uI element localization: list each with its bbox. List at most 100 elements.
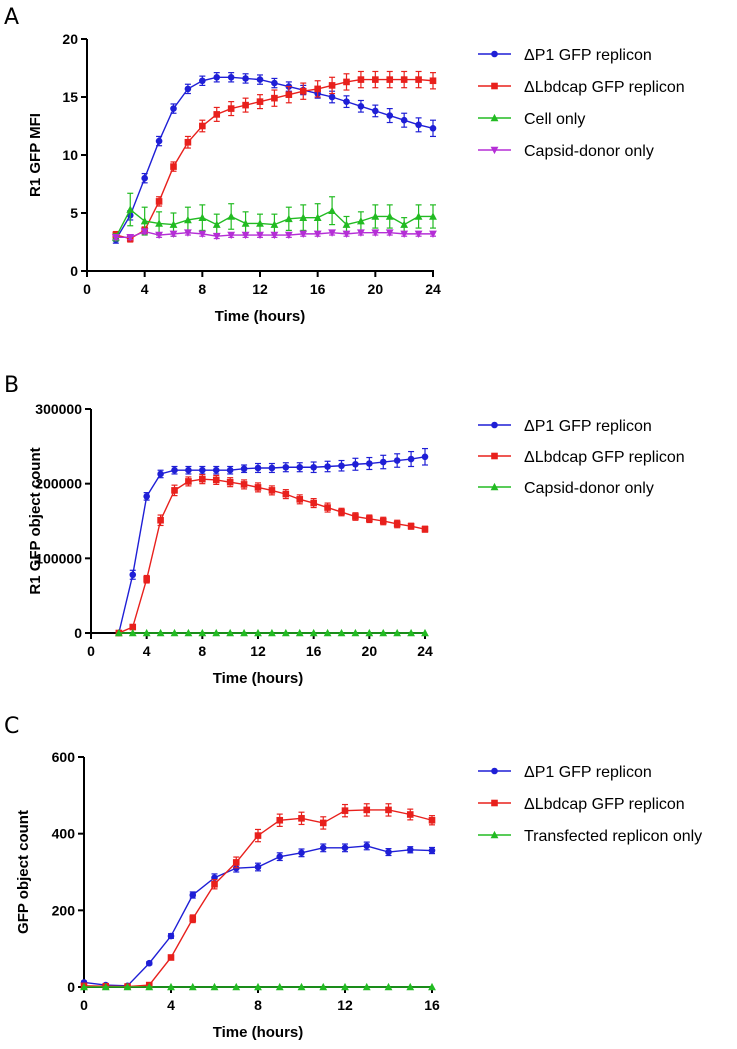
y-tick-label: 600 — [52, 749, 76, 765]
data-point — [323, 628, 332, 637]
panel-b-chart: B 0 100000 200000 300000 0 4 8 12 16 20 24 Time (hou… — [4, 373, 685, 687]
y-tick-label: 0 — [67, 979, 75, 995]
y-tick-label: 300000 — [35, 401, 82, 417]
data-point — [232, 982, 241, 991]
data-point — [145, 959, 153, 967]
data-point — [384, 982, 393, 991]
data-point — [343, 78, 350, 86]
data-point — [140, 228, 149, 236]
x-tick-label: 4 — [143, 643, 151, 659]
data-point — [256, 219, 264, 227]
panel-letter: A — [4, 5, 19, 30]
data-point — [111, 234, 120, 242]
data-point — [299, 213, 308, 221]
legend-entry: ΔP1 GFP replicon — [478, 764, 652, 781]
legend-label: Cell only — [524, 111, 585, 128]
data-point — [167, 954, 175, 961]
data-point — [366, 515, 373, 523]
data-point — [281, 628, 290, 637]
data-point — [169, 230, 178, 238]
x-tick-label: 4 — [141, 281, 149, 297]
data-point — [143, 575, 150, 583]
data-point — [126, 234, 135, 242]
data-point — [357, 102, 365, 110]
data-point — [210, 982, 219, 991]
panel-letter: B — [4, 373, 19, 398]
legend-marker — [491, 452, 498, 460]
data-point — [386, 76, 394, 83]
data-point — [414, 212, 423, 220]
legend-entry: ΔLbdcap GFP replicon — [478, 449, 685, 466]
data-point — [212, 466, 220, 474]
panel-a-chart: A 0 5 10 15 20 0 4 8 12 16 20 24 Time (hours) R1 GFP M… — [4, 5, 685, 325]
data-point — [406, 811, 414, 818]
legend-marker — [490, 482, 499, 491]
x-tick-label: 4 — [167, 997, 175, 1013]
data-point — [129, 571, 137, 579]
data-point — [241, 231, 250, 240]
x-tick-label: 24 — [425, 281, 441, 297]
data-point — [242, 75, 249, 82]
data-point — [184, 85, 192, 93]
data-point — [240, 465, 248, 473]
series-1 — [115, 447, 429, 637]
y-axis-title: R1 GFP MFI — [27, 113, 44, 197]
data-point — [298, 815, 305, 822]
legend-label: ΔP1 GFP replicon — [524, 418, 652, 435]
data-point — [227, 231, 236, 240]
x-tick-label: 12 — [250, 643, 266, 659]
data-point — [400, 220, 409, 228]
data-point — [140, 217, 149, 225]
x-tick-label: 20 — [362, 643, 378, 659]
data-point — [254, 628, 262, 637]
data-point — [400, 230, 409, 238]
x-tick-label: 0 — [87, 643, 95, 659]
legend-marker — [491, 82, 498, 90]
data-point — [415, 76, 422, 83]
data-point — [256, 231, 264, 240]
series-2 — [115, 474, 429, 637]
data-point — [145, 982, 154, 991]
legend-label: Capsid-donor only — [524, 480, 654, 497]
data-point — [324, 463, 331, 470]
data-point — [366, 460, 373, 467]
data-point — [189, 915, 197, 923]
x-tick-label: 16 — [306, 643, 322, 659]
y-tick-label: 100000 — [35, 550, 82, 566]
panel-letter: C — [4, 714, 19, 739]
legend-entry: ΔP1 GFP replicon — [478, 47, 652, 64]
data-point — [169, 220, 178, 228]
legend-marker — [491, 799, 498, 807]
series-1 — [80, 841, 436, 990]
data-point — [385, 806, 392, 814]
data-point — [167, 982, 175, 991]
data-point — [198, 628, 207, 637]
data-point — [421, 628, 429, 637]
data-point — [406, 846, 414, 854]
data-point — [282, 490, 290, 498]
data-point — [143, 493, 150, 500]
data-point — [157, 516, 164, 524]
data-point — [141, 174, 148, 182]
x-tick-label: 12 — [252, 281, 268, 297]
legend-entry: Capsid-donor only — [478, 480, 654, 497]
data-point — [407, 628, 415, 637]
data-point — [240, 628, 248, 637]
x-tick-label: 8 — [198, 643, 206, 659]
data-point — [337, 628, 346, 637]
data-point — [385, 229, 394, 237]
data-point — [129, 623, 137, 631]
data-point — [275, 982, 284, 991]
data-point — [212, 476, 220, 484]
data-point — [310, 499, 317, 507]
data-point — [213, 73, 221, 81]
data-point — [188, 982, 197, 991]
data-point — [342, 220, 351, 228]
data-point — [324, 504, 331, 511]
legend-entry: ΔP1 GFP replicon — [478, 418, 652, 435]
data-point — [199, 475, 206, 483]
data-point — [365, 628, 374, 637]
legend-label: Transfected replicon only — [524, 828, 702, 845]
data-point — [352, 460, 359, 468]
